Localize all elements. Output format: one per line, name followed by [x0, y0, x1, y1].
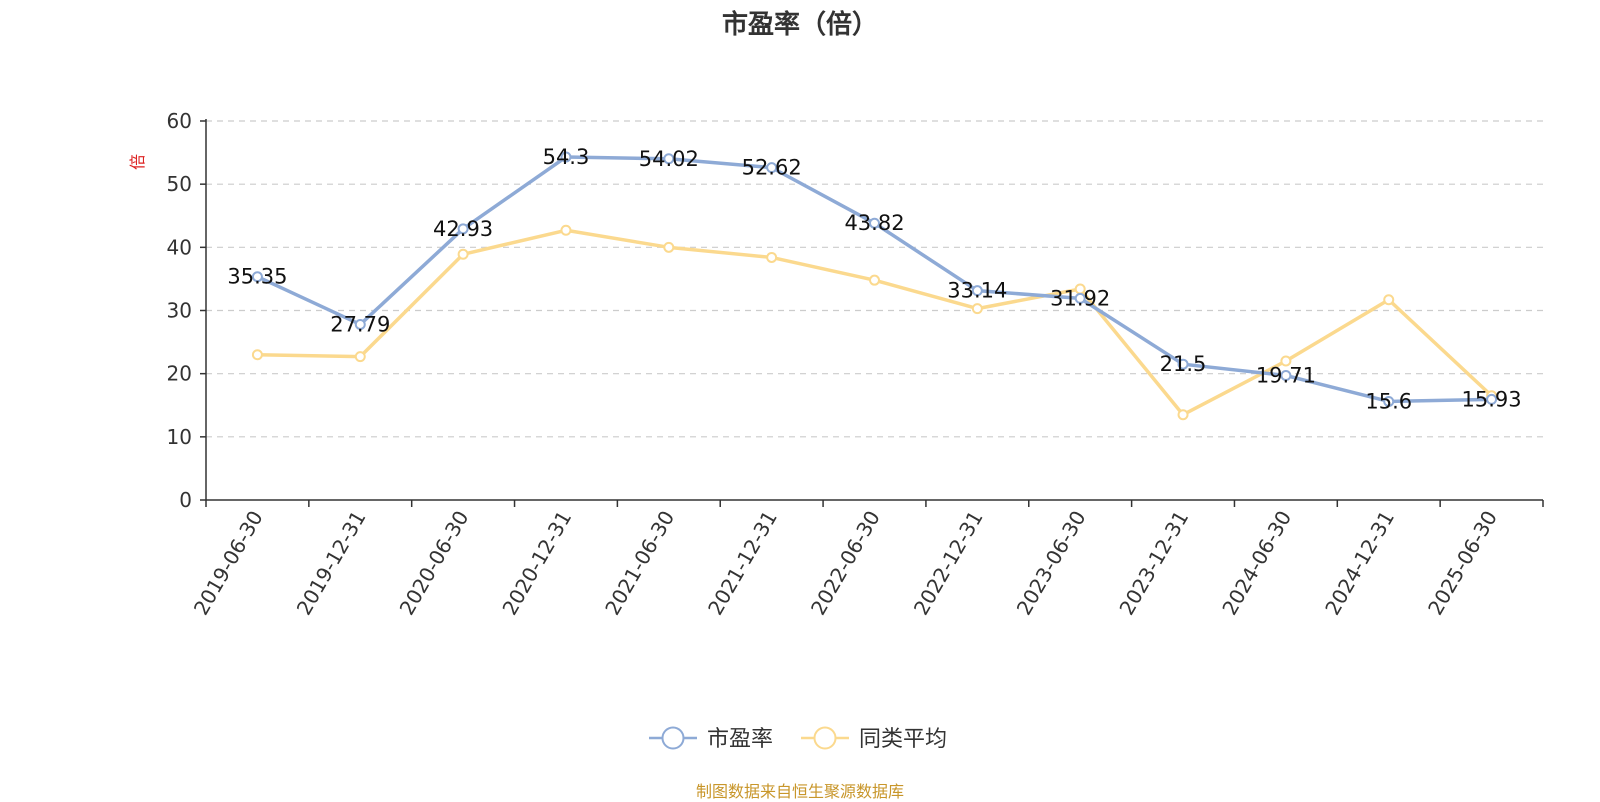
data-point[interactable]	[251, 271, 263, 283]
data-label: 35.35	[227, 265, 287, 289]
data-label: 21.5	[1160, 352, 1207, 376]
data-point[interactable]	[560, 224, 572, 236]
legend-item[interactable]: 市盈率	[649, 726, 773, 752]
data-point[interactable]	[457, 223, 469, 235]
data-point[interactable]	[457, 248, 469, 260]
y-tick-label: 30	[167, 299, 192, 323]
data-label: 27.79	[330, 312, 390, 336]
y-tick-label: 0	[179, 488, 192, 512]
data-label: 19.71	[1256, 363, 1316, 387]
data-point[interactable]	[1177, 358, 1189, 370]
x-tick-label: 2022-12-31	[909, 507, 988, 620]
y-tick-label: 50	[167, 172, 192, 196]
y-axis-title: 倍	[128, 154, 147, 170]
data-point[interactable]	[1074, 292, 1086, 304]
axes: 0 10 20 30 40 50 60 2019-06-30 2019-12-31 2020-06…	[167, 109, 1544, 620]
data-label: 54.02	[639, 147, 699, 171]
series-layer	[251, 151, 1498, 421]
x-tick-label: 2021-12-31	[703, 507, 782, 620]
data-label: 54.3	[543, 145, 590, 169]
x-tick-label: 2020-12-31	[497, 507, 576, 620]
data-label: 15.93	[1462, 387, 1522, 411]
data-point[interactable]	[869, 274, 880, 286]
x-tick-label: 2024-12-31	[1320, 507, 1399, 620]
x-tick-label: 2024-06-30	[1217, 507, 1296, 620]
data-source-footer: 制图数据来自恒生聚源数据库	[695, 782, 904, 801]
data-point[interactable]	[766, 162, 778, 174]
data-point[interactable]	[766, 251, 778, 263]
data-point[interactable]	[1280, 355, 1292, 367]
x-tick-label: 2020-06-30	[395, 506, 474, 619]
grid-lines	[206, 120, 1543, 438]
data-label: 52.62	[742, 156, 802, 180]
legend-label: 市盈率	[707, 727, 773, 752]
y-tick-label: 10	[167, 425, 192, 449]
data-point[interactable]	[251, 349, 263, 361]
data-label: 42.93	[433, 217, 493, 241]
legend-label: 同类平均	[859, 727, 947, 752]
x-tick-label: 2021-06-30	[600, 507, 679, 620]
data-point[interactable]	[869, 217, 880, 229]
x-tick-label: 2022-06-30	[806, 507, 885, 620]
data-label: 31.92	[1050, 286, 1110, 310]
y-tick-label: 20	[167, 362, 192, 386]
data-point[interactable]	[1383, 294, 1395, 306]
data-point[interactable]	[663, 241, 675, 253]
data-point[interactable]	[1486, 393, 1498, 405]
legend: 市盈率 同类平均	[649, 726, 947, 752]
y-tick-label: 60	[167, 109, 192, 133]
x-tick-label: 2019-06-30	[189, 507, 268, 620]
data-point[interactable]	[1280, 369, 1292, 381]
x-tick-label: 2023-12-31	[1114, 507, 1193, 620]
data-point[interactable]	[560, 151, 572, 163]
data-point[interactable]	[971, 303, 983, 315]
data-point[interactable]	[1383, 395, 1395, 407]
legend-item[interactable]: 同类平均	[801, 726, 947, 752]
data-point[interactable]	[1177, 409, 1189, 421]
data-point[interactable]	[971, 285, 983, 297]
data-label: 33.14	[947, 279, 1007, 303]
data-point[interactable]	[663, 153, 675, 165]
legend-marker	[813, 726, 837, 750]
legend-marker	[661, 726, 685, 750]
data-label: 15.6	[1365, 389, 1412, 413]
x-tick-label: 2023-06-30	[1012, 507, 1091, 620]
x-tick-label: 2025-06-30	[1423, 507, 1502, 620]
data-labels: 35.35 27.79 42.93 54.3 54.02 52.62 43.82 33.14 3…	[227, 145, 1521, 413]
chart-title: 市盈率（倍）	[721, 10, 878, 40]
data-label: 43.82	[844, 211, 904, 235]
y-tick-label: 40	[167, 235, 192, 259]
data-point[interactable]	[354, 318, 366, 330]
x-tick-label: 2019-12-31	[292, 507, 371, 620]
data-point[interactable]	[354, 351, 366, 363]
